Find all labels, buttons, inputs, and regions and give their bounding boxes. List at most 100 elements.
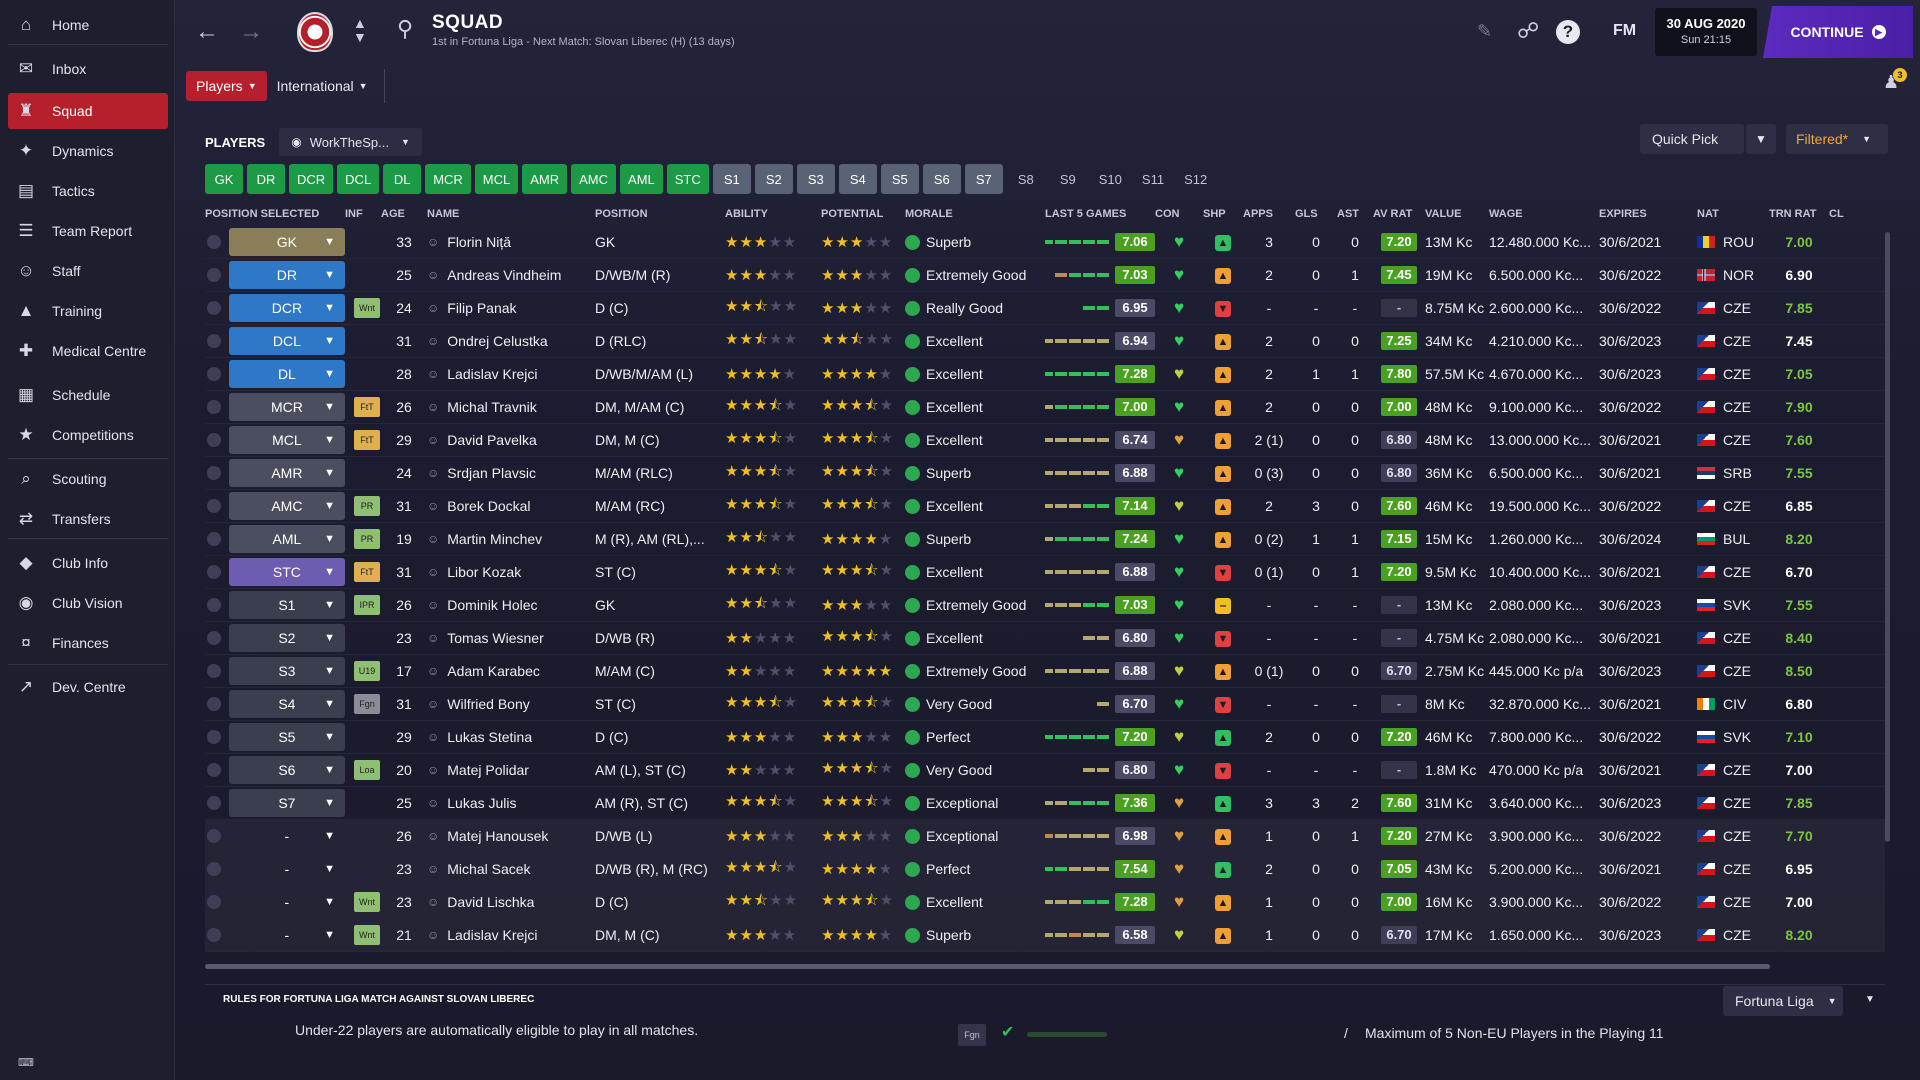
sidebar-item-club-info[interactable]: ◆ Club Info	[8, 545, 168, 581]
keyboard-icon[interactable]: ⌨	[18, 1057, 34, 1069]
row-select-checkbox[interactable]	[207, 367, 221, 381]
column-header[interactable]: AV RAT	[1373, 208, 1413, 220]
player-name[interactable]: Lukas Stetina	[447, 729, 533, 745]
table-row[interactable]: GK ▼ 33 ☺ Florin Niță GK ★★★★★ ★★★★★ Superb 7.06 ♥…	[205, 226, 1885, 259]
collapse-chevron-icon[interactable]: ▼	[1865, 994, 1875, 1005]
sidebar-item-club-vision[interactable]: ◉ Club Vision	[8, 585, 168, 621]
sidebar-item-dynamics[interactable]: ✦ Dynamics	[8, 133, 168, 169]
table-row[interactable]: MCL ▼ FtT 29 ☺ David Pavelka DM, M (C) ★★★⯪★ ★★★…	[205, 424, 1885, 457]
row-select-checkbox[interactable]	[207, 763, 221, 777]
sidebar-item-tactics[interactable]: ▤ Tactics	[8, 173, 168, 209]
sidebar-item-inbox[interactable]: ✉ Inbox	[8, 51, 168, 87]
player-name[interactable]: Borek Dockal	[447, 498, 531, 514]
row-select-checkbox[interactable]	[207, 631, 221, 645]
position-selector[interactable]: AMC ▼	[228, 492, 345, 520]
table-row[interactable]: S3 ▼ U19 17 ☺ Adam Karabec M/AM (C) ★★★★★ ★★★★★ E…	[205, 655, 1885, 688]
player-name[interactable]: Ondrej Celustka	[447, 333, 548, 349]
sidebar-item-training[interactable]: ▲ Training	[8, 293, 168, 329]
position-selector[interactable]: STC ▼	[228, 558, 345, 586]
position-chip-gk[interactable]: GK	[205, 164, 243, 194]
column-header[interactable]: APPS	[1243, 208, 1273, 220]
position-chip-mcl[interactable]: MCL	[474, 164, 519, 194]
position-selector[interactable]: S6 ▼	[228, 756, 345, 784]
position-chip-amc[interactable]: AMC	[571, 164, 617, 194]
player-name[interactable]: Dominik Holec	[447, 597, 538, 613]
position-selector[interactable]: S7 ▼	[228, 789, 345, 817]
position-chip-s11[interactable]: S11	[1141, 171, 1165, 187]
sidebar-item-transfers[interactable]: ⇄ Transfers	[8, 501, 168, 537]
position-selector[interactable]: - ▼	[229, 888, 345, 916]
column-header[interactable]: SHP	[1203, 208, 1226, 220]
row-select-checkbox[interactable]	[207, 466, 221, 480]
table-row[interactable]: DL ▼ 28 ☺ Ladislav Krejci D/WB/M/AM (L) ★★★★★ ★…	[205, 358, 1885, 391]
table-row[interactable]: - ▼ Wnt 23 ☺ David Lischka D (C) ★★⯪★★ ★★★⯪★ Exce…	[205, 886, 1885, 919]
position-selector[interactable]: DR ▼	[228, 261, 345, 289]
table-row[interactable]: S1 ▼ IPR 26 ☺ Dominik Holec GK ★★⯪★★ ★★★★★ Extrem…	[205, 589, 1885, 622]
column-header[interactable]: POSITION	[595, 208, 648, 220]
table-row[interactable]: - ▼ Wnt 21 ☺ Ladislav Krejci DM, M (C) ★★★★★ ★★★…	[205, 919, 1885, 952]
column-header[interactable]: AST	[1337, 208, 1359, 220]
position-chip-s8[interactable]: S8	[1017, 171, 1034, 187]
column-header[interactable]: LAST 5 GAMES	[1045, 208, 1127, 220]
row-select-checkbox[interactable]	[207, 565, 221, 579]
quick-pick-chevron-icon[interactable]: ▼	[1746, 124, 1776, 154]
quick-pick-button[interactable]: Quick Pick	[1640, 124, 1744, 154]
fm-menu-button[interactable]: FM	[1613, 22, 1637, 39]
sidebar-item-dev-centre[interactable]: ↗ Dev. Centre	[8, 669, 168, 705]
search-icon[interactable]: ⚲	[397, 16, 414, 41]
row-select-checkbox[interactable]	[207, 400, 221, 414]
table-row[interactable]: AML ▼ PR 19 ☺ Martin Minchev M (R), AM (RL),..…	[205, 523, 1885, 556]
row-select-checkbox[interactable]	[207, 235, 221, 249]
column-header[interactable]: AGE	[381, 208, 405, 220]
sidebar-item-home[interactable]: ⌂ Home	[8, 7, 168, 43]
column-header[interactable]: NAME	[427, 208, 460, 220]
position-chip-s7[interactable]: S7	[964, 164, 1003, 194]
sidebar-item-staff[interactable]: ☺ Staff	[8, 253, 168, 289]
date-display[interactable]: 30 AUG 2020 Sun 21:15	[1655, 8, 1757, 56]
position-selector[interactable]: MCL ▼	[228, 426, 345, 454]
position-selector[interactable]: MCR ▼	[228, 393, 345, 421]
column-header[interactable]: WAGE	[1489, 208, 1523, 220]
vertical-scrollbar[interactable]	[1885, 232, 1890, 842]
position-selector[interactable]: - ▼	[229, 855, 345, 883]
column-header[interactable]: POSITION SELECTED	[205, 208, 320, 220]
sidebar-item-medical-centre[interactable]: ✚ Medical Centre	[8, 333, 168, 369]
row-select-checkbox[interactable]	[207, 433, 221, 447]
view-selector[interactable]: ◉ WorkTheSp... ▼	[279, 128, 422, 156]
position-chip-dr[interactable]: DR	[247, 164, 285, 194]
tab-players[interactable]: Players ▼	[186, 71, 267, 101]
table-row[interactable]: S7 ▼ 25 ☺ Lukas Julis AM (R), ST (C) ★★★⯪★ ★★★⯪…	[205, 787, 1885, 820]
sidebar-item-scouting[interactable]: ⌕ Scouting	[8, 461, 168, 497]
position-selector[interactable]: DCR ▼	[228, 294, 345, 322]
position-selector[interactable]: S3 ▼	[228, 657, 345, 685]
table-row[interactable]: AMR ▼ 24 ☺ Srdjan Plavsic M/AM (RLC) ★★★⯪★ ★★★⯪…	[205, 457, 1885, 490]
position-chip-s9[interactable]: S9	[1059, 171, 1076, 187]
player-name[interactable]: Tomas Wiesner	[447, 630, 544, 646]
player-name[interactable]: David Pavelka	[447, 432, 537, 448]
column-header[interactable]: EXPIRES	[1599, 208, 1647, 220]
position-selector[interactable]: S1 ▼	[228, 591, 345, 619]
position-chip-s6[interactable]: S6	[922, 164, 961, 194]
position-chip-stc[interactable]: STC	[666, 164, 709, 194]
table-row[interactable]: S5 ▼ 29 ☺ Lukas Stetina D (C) ★★★★★ ★★★★★ Perfec…	[205, 721, 1885, 754]
position-selector[interactable]: GK ▼	[228, 228, 345, 256]
club-crest-logo[interactable]	[297, 12, 333, 52]
back-arrow-icon[interactable]: ←	[195, 18, 219, 45]
player-name[interactable]: Wilfried Bony	[447, 696, 530, 712]
table-row[interactable]: DCR ▼ Wnt 24 ☺ Filip Panak D (C) ★★⯪★★ ★★★★★ Real…	[205, 292, 1885, 325]
table-row[interactable]: DR ▼ 25 ☺ Andreas Vindheim D/WB/M (R) ★★★★★ ★★★…	[205, 259, 1885, 292]
column-header[interactable]: INF	[345, 208, 363, 220]
row-select-checkbox[interactable]	[207, 829, 221, 843]
row-select-checkbox[interactable]	[207, 334, 221, 348]
position-chip-s10[interactable]: S10	[1098, 171, 1122, 187]
player-name[interactable]: Adam Karabec	[447, 663, 540, 679]
position-chip-s5[interactable]: S5	[880, 164, 919, 194]
position-chip-dcl[interactable]: DCL	[337, 164, 380, 194]
column-header[interactable]: NAT	[1697, 208, 1719, 220]
row-select-checkbox[interactable]	[207, 928, 221, 942]
position-selector[interactable]: S2 ▼	[228, 624, 345, 652]
player-name[interactable]: Matej Polidar	[447, 762, 529, 778]
player-name[interactable]: Michal Sacek	[447, 861, 531, 877]
position-selector[interactable]: - ▼	[229, 822, 345, 850]
row-select-checkbox[interactable]	[207, 268, 221, 282]
